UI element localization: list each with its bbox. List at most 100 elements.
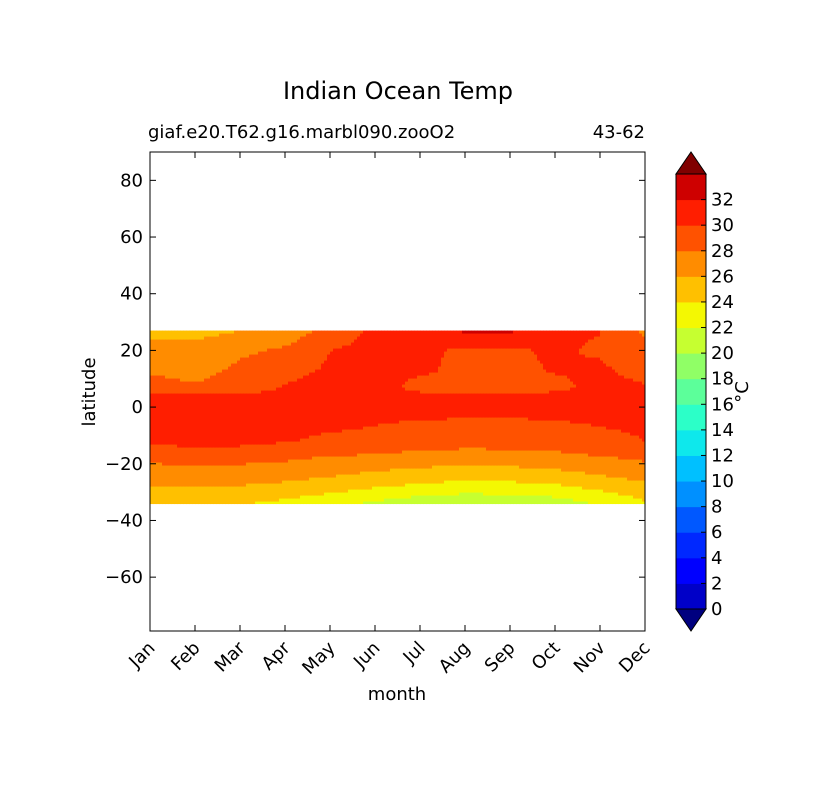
heatmap-cell bbox=[459, 333, 463, 338]
heatmap-cell bbox=[447, 375, 451, 380]
heatmap-cell bbox=[402, 366, 406, 371]
heatmap-cell bbox=[453, 381, 457, 386]
heatmap-cell bbox=[600, 369, 604, 374]
heatmap-cell bbox=[459, 402, 463, 407]
heatmap-cell bbox=[522, 354, 526, 359]
heatmap-cell bbox=[414, 354, 418, 359]
heatmap-cell bbox=[213, 357, 217, 362]
heatmap-cell bbox=[426, 336, 430, 341]
heatmap-cell bbox=[384, 417, 388, 422]
heatmap-cell bbox=[387, 336, 391, 341]
heatmap-cell bbox=[573, 390, 577, 395]
heatmap-cell bbox=[276, 390, 280, 395]
heatmap-cell bbox=[192, 396, 196, 401]
heatmap-cell bbox=[261, 393, 265, 398]
heatmap-cell bbox=[240, 384, 244, 389]
heatmap-cell bbox=[600, 357, 604, 362]
heatmap-cell bbox=[519, 363, 523, 368]
heatmap-cell bbox=[615, 411, 619, 416]
heatmap-cell bbox=[621, 396, 625, 401]
heatmap-cell bbox=[618, 372, 622, 377]
heatmap-cell bbox=[186, 390, 190, 395]
heatmap-cell bbox=[369, 357, 373, 362]
heatmap-cell bbox=[477, 342, 481, 347]
heatmap-cell bbox=[162, 393, 166, 398]
heatmap-cell bbox=[531, 333, 535, 338]
heatmap-cell bbox=[615, 387, 619, 392]
heatmap-cell bbox=[594, 357, 598, 362]
heatmap-cell bbox=[282, 357, 286, 362]
heatmap-cell bbox=[195, 384, 199, 389]
heatmap-cell bbox=[579, 360, 583, 365]
heatmap-cell bbox=[327, 336, 331, 341]
heatmap-cell bbox=[252, 378, 256, 383]
heatmap-cell bbox=[600, 411, 604, 416]
heatmap-cell bbox=[555, 357, 559, 362]
heatmap-cell bbox=[150, 333, 154, 338]
heatmap-cell bbox=[489, 372, 493, 377]
heatmap-cell bbox=[624, 387, 628, 392]
heatmap-cell bbox=[531, 408, 535, 413]
heatmap-cell bbox=[423, 411, 427, 416]
heatmap-cell bbox=[582, 333, 586, 338]
heatmap-cell bbox=[405, 390, 409, 395]
heatmap-cell bbox=[492, 387, 496, 392]
heatmap-cell bbox=[468, 387, 472, 392]
heatmap-cell bbox=[495, 384, 499, 389]
heatmap-cell bbox=[528, 396, 532, 401]
heatmap-cell bbox=[309, 375, 313, 380]
heatmap-cell bbox=[393, 360, 397, 365]
heatmap-cell bbox=[624, 336, 628, 341]
heatmap-cell bbox=[621, 333, 625, 338]
heatmap-cell bbox=[552, 363, 556, 368]
heatmap-cell bbox=[450, 351, 454, 356]
heatmap-cell bbox=[249, 417, 253, 422]
heatmap-cell bbox=[210, 348, 214, 353]
heatmap-cell bbox=[186, 339, 190, 344]
heatmap-cell bbox=[564, 387, 568, 392]
heatmap-cell bbox=[180, 408, 184, 413]
heatmap-cell bbox=[237, 336, 241, 341]
heatmap-cell bbox=[483, 387, 487, 392]
heatmap-cell bbox=[378, 381, 382, 386]
heatmap-cell bbox=[441, 396, 445, 401]
heatmap-cell bbox=[519, 414, 523, 419]
heatmap-cell bbox=[366, 390, 370, 395]
heatmap-cell bbox=[420, 357, 424, 362]
heatmap-cell bbox=[288, 387, 292, 392]
heatmap-cell bbox=[291, 339, 295, 344]
heatmap-cell bbox=[396, 405, 400, 410]
heatmap-cell bbox=[288, 396, 292, 401]
heatmap-cell bbox=[303, 417, 307, 422]
heatmap-cell bbox=[375, 405, 379, 410]
heatmap-cell bbox=[438, 405, 442, 410]
heatmap-cell bbox=[624, 360, 628, 365]
heatmap-cell bbox=[288, 399, 292, 404]
heatmap-cell bbox=[345, 357, 349, 362]
heatmap-cell bbox=[189, 387, 193, 392]
heatmap-cell bbox=[573, 375, 577, 380]
heatmap-cell bbox=[486, 348, 490, 353]
heatmap-cell bbox=[315, 369, 319, 374]
heatmap-cell bbox=[354, 342, 358, 347]
heatmap-cell bbox=[570, 372, 574, 377]
heatmap-cell bbox=[150, 363, 154, 368]
heatmap-cell bbox=[444, 402, 448, 407]
heatmap-cell bbox=[480, 414, 484, 419]
heatmap-cell bbox=[519, 405, 523, 410]
heatmap-cell bbox=[519, 351, 523, 356]
heatmap-cell bbox=[405, 339, 409, 344]
heatmap-cell bbox=[429, 393, 433, 398]
heatmap-cell bbox=[159, 351, 163, 356]
heatmap-cell bbox=[306, 366, 310, 371]
heatmap-cell bbox=[396, 339, 400, 344]
heatmap-cell bbox=[390, 357, 394, 362]
heatmap-cell bbox=[477, 384, 481, 389]
heatmap-cell bbox=[159, 354, 163, 359]
heatmap-cell bbox=[255, 399, 259, 404]
heatmap-cell bbox=[183, 354, 187, 359]
heatmap-cell bbox=[261, 330, 265, 335]
heatmap-cell bbox=[426, 405, 430, 410]
heatmap-cell bbox=[363, 345, 367, 350]
heatmap-cell bbox=[642, 372, 645, 377]
